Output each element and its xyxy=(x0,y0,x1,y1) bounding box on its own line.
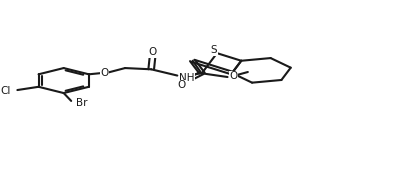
Text: O: O xyxy=(100,68,109,78)
Text: Cl: Cl xyxy=(0,86,10,96)
Text: NH: NH xyxy=(179,73,195,83)
Text: O: O xyxy=(229,71,238,81)
Text: O: O xyxy=(148,47,157,57)
Text: Br: Br xyxy=(75,98,87,108)
Text: S: S xyxy=(211,45,217,55)
Text: O: O xyxy=(178,80,186,90)
